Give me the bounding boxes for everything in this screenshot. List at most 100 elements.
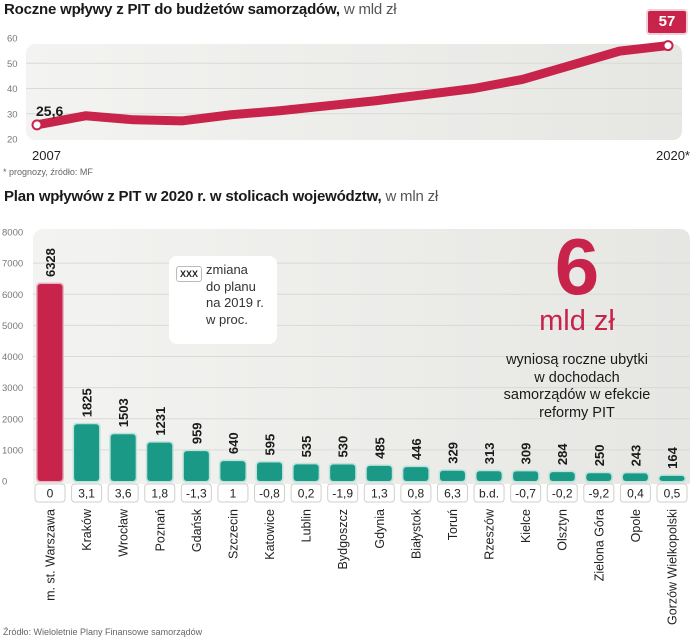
bar-y-tick-label: 3000 — [2, 383, 23, 394]
line-y-tick-label: 50 — [7, 59, 18, 70]
category-label: Szczecin — [226, 509, 240, 559]
x-tick-first: 2007 — [32, 148, 61, 163]
bar-y-tick-label: 2000 — [2, 414, 23, 425]
change-box — [327, 483, 359, 503]
category-label: Gdynia — [373, 509, 387, 549]
bar-chart-title-text: Plan wpływów z PIT w 2020 r. w stolicach… — [4, 188, 382, 205]
bar-gdynia — [366, 465, 392, 481]
bar-białystok — [403, 467, 429, 481]
change-label: 0,4 — [627, 487, 644, 501]
bar-y-tick-label: 5000 — [2, 321, 23, 332]
bar-m-st-warszawa — [37, 284, 63, 481]
bar-value-label: 1503 — [116, 398, 131, 427]
bar-olsztyn — [549, 472, 575, 481]
legend-sample-box: XXX — [176, 266, 202, 282]
category-label: Białystok — [409, 508, 423, 559]
line-y-tick-label: 40 — [7, 84, 18, 95]
change-label: b.d. — [479, 487, 499, 501]
bar-chart-unit: w mln zł — [385, 188, 439, 205]
change-label: -1,3 — [186, 487, 207, 501]
callout-big-number: 6 — [554, 222, 600, 311]
change-label: -0,2 — [552, 487, 573, 501]
label-area — [33, 484, 690, 640]
bar-szczecin — [220, 461, 246, 481]
bar-toruń — [439, 470, 465, 481]
change-box — [144, 483, 176, 503]
category-label: Wrocław — [117, 508, 131, 557]
change-box — [583, 483, 615, 503]
x-tick-last: 2020* — [656, 148, 690, 163]
change-label: 0 — [47, 487, 54, 501]
bar-y-tick-label: 0 — [2, 477, 7, 488]
bar-kraków — [74, 424, 100, 481]
bar-lublin — [293, 464, 319, 481]
category-label: Opole — [629, 509, 643, 542]
line-chart-title-text: Roczne wpływy z PIT do budżetów samorząd… — [4, 1, 340, 18]
bar-bydgoszcz — [330, 464, 356, 481]
category-label: Kraków — [80, 508, 94, 551]
line-chart-unit: w mld zł — [343, 1, 397, 18]
category-label: m. st. Warszawa — [44, 509, 58, 601]
bar-value-label: 595 — [263, 434, 278, 456]
change-box — [400, 483, 432, 503]
line-y-tick-label: 60 — [7, 34, 18, 45]
legend-line: w proc. — [206, 311, 248, 327]
bar-value-label: 313 — [482, 443, 497, 465]
line-chart: 20 30 40 50 60 25,6 2007 2020* — [7, 34, 690, 164]
bar-gorzów-wielkopolski — [659, 475, 685, 481]
callout-description: wyniosą roczne ubytki w dochodach samorz… — [470, 352, 684, 422]
end-value-badge: 57 — [648, 11, 686, 33]
line-series-pit — [32, 41, 673, 130]
line-end-point — [662, 40, 674, 52]
bar-y-tick-label: 4000 — [2, 352, 23, 363]
change-box — [180, 483, 212, 503]
bar-value-label: 446 — [409, 438, 424, 460]
bar-y-tick-label: 6000 — [2, 290, 23, 301]
change-box — [656, 483, 688, 503]
bar-opole — [622, 473, 648, 481]
category-label: Rzeszów — [483, 508, 497, 560]
change-box — [254, 483, 286, 503]
category-label: Poznań — [153, 509, 167, 551]
bar-wrocław — [110, 434, 136, 481]
bar-y-tick-label: 1000 — [2, 445, 23, 456]
line-start-point — [31, 119, 43, 131]
change-label: -1,9 — [332, 487, 353, 501]
bar-value-label: 1825 — [80, 388, 95, 417]
change-box — [290, 483, 322, 503]
callout-line: reformy PIT — [539, 404, 615, 421]
bar-chart-source: Źródło: Wieloletnie Plany Finansowe samo… — [3, 627, 203, 637]
change-box — [34, 483, 66, 503]
bar-rzeszów — [476, 471, 502, 481]
line-chart-title: Roczne wpływy z PIT do budżetów samorząd… — [4, 1, 397, 18]
bar-value-label: 284 — [555, 443, 570, 465]
bar-value-label: 485 — [372, 437, 387, 459]
change-label: 1,8 — [151, 487, 168, 501]
category-label: Bydgoszcz — [336, 509, 350, 569]
bar-value-label: 6328 — [43, 248, 58, 277]
change-label: 1 — [230, 487, 237, 501]
change-box — [510, 483, 542, 503]
category-label: Katowice — [263, 509, 277, 560]
bar-value-label: 250 — [592, 445, 607, 467]
bar-value-label: 164 — [665, 446, 680, 468]
change-label: 6,3 — [444, 487, 461, 501]
line-start-value-label: 25,6 — [36, 103, 63, 119]
callout-line: samorządów w efekcie — [503, 387, 651, 403]
bar-value-label: 530 — [336, 436, 351, 458]
change-box — [217, 483, 249, 503]
bar-value-label: 535 — [299, 436, 314, 458]
line-y-tick-label: 20 — [7, 135, 18, 146]
bar-chart-title: Plan wpływów z PIT w 2020 r. w stolicach… — [4, 188, 438, 205]
change-box — [619, 483, 651, 503]
change-label: 0,2 — [298, 487, 315, 501]
category-label: Olsztyn — [556, 509, 570, 551]
bar-value-label: 959 — [189, 422, 204, 444]
change-box — [71, 483, 103, 503]
change-box — [546, 483, 578, 503]
change-label: 3,1 — [78, 487, 95, 501]
bar-y-tick-label: 7000 — [2, 259, 23, 270]
bar-zielona-góra — [586, 473, 612, 481]
callout-unit: mld zł — [539, 305, 615, 337]
category-label: Kielce — [519, 509, 533, 543]
